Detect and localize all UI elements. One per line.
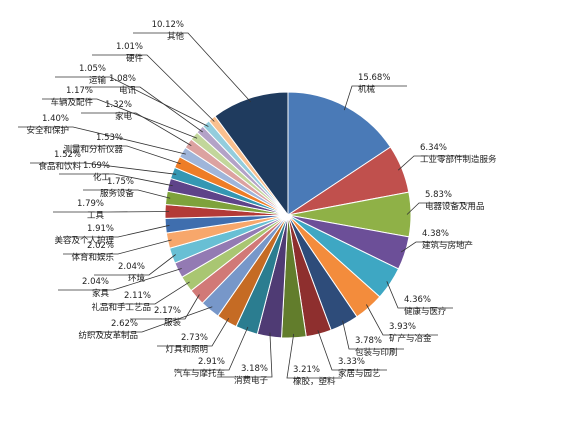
leader-line xyxy=(59,173,173,187)
leader-line xyxy=(386,281,453,309)
slice-category-label: 健康与医疗 xyxy=(404,306,447,317)
slice-percent-label: 1.08% xyxy=(109,74,136,84)
slice-category-label: 家电 xyxy=(115,111,133,122)
leader-line xyxy=(72,145,181,165)
slice-category-label: 灯具和照明 xyxy=(165,344,208,355)
leader-line xyxy=(18,126,186,155)
leader-line xyxy=(157,317,230,347)
slice-category-label: 矿产与冶金 xyxy=(389,333,432,344)
leader-line xyxy=(58,268,182,291)
slice-percent-label: 6.34% xyxy=(420,143,447,153)
slice-percent-label: 1.52% xyxy=(54,150,81,160)
slice-percent-label: 3.18% xyxy=(241,364,268,374)
slice-percent-label: 2.73% xyxy=(181,333,208,343)
slice-category-label: 其他 xyxy=(167,31,185,42)
leader-line xyxy=(53,211,170,213)
slice-category-label: 包装与印刷 xyxy=(355,347,398,358)
slice-category-label: 礼品和手工艺品 xyxy=(91,302,151,313)
leader-line xyxy=(81,112,192,146)
leader-line xyxy=(406,202,474,215)
slice-percent-label: 2.04% xyxy=(82,277,109,287)
leader-line xyxy=(92,54,215,122)
slice-percent-label: 3.93% xyxy=(389,322,416,332)
leader-line xyxy=(130,294,200,320)
slice-category-label: 服装 xyxy=(164,317,182,328)
slice-category-label: 电器设备及用品 xyxy=(425,201,485,212)
slice-labels: 15.68%机械 6.34%工业零部件制造服务 5.83%电器设备及用品 4.38%建… xyxy=(26,20,497,387)
slice-category-label: 环境 xyxy=(128,273,146,284)
leader-line xyxy=(100,281,190,305)
slice-percent-label: 3.78% xyxy=(355,336,382,346)
slice-category-label: 家居与园艺 xyxy=(338,368,381,379)
leader-line xyxy=(133,32,252,103)
slice-category-label: 纺织及皮革制品 xyxy=(78,330,138,341)
leader-line xyxy=(85,86,203,133)
slice-percent-label: 1.91% xyxy=(87,224,114,234)
slice-percent-label: 1.40% xyxy=(42,114,69,124)
slice-category-label: 电讯 xyxy=(119,85,137,96)
slice-percent-label: 2.17% xyxy=(154,306,181,316)
leader-line xyxy=(30,162,177,175)
slice-percent-label: 3.21% xyxy=(293,365,320,375)
leader-line xyxy=(63,224,170,238)
slice-category-label: 美容及个人护理 xyxy=(54,235,114,246)
slice-category-label: 运输 xyxy=(89,75,107,86)
slice-category-label: 硬件 xyxy=(126,53,144,64)
leader-lines xyxy=(18,32,474,379)
slice-percent-label: 1.17% xyxy=(66,86,93,96)
slice-category-label: 车辆及配件 xyxy=(50,97,93,108)
slice-category-label: 安全和保护 xyxy=(26,125,69,136)
slice-percent-label: 10.12% xyxy=(152,20,184,30)
leader-line xyxy=(397,155,469,171)
slice-percent-label: 1.75% xyxy=(107,177,134,187)
slice-percent-label: 2.62% xyxy=(111,319,138,329)
leader-line xyxy=(174,326,249,371)
leader-line xyxy=(342,320,404,350)
slice-percent-label: 4.36% xyxy=(404,295,431,305)
slice-category-label: 消费电子 xyxy=(234,375,269,386)
leader-line xyxy=(343,85,407,111)
slice-category-label: 工具 xyxy=(87,211,105,221)
leader-line xyxy=(94,254,176,276)
leader-line xyxy=(83,189,171,199)
slice-percent-label: 1.79% xyxy=(77,199,104,209)
slice-category-label: 化工 xyxy=(93,172,111,183)
slice-category-label: 家具 xyxy=(92,288,110,299)
leader-line xyxy=(55,76,209,127)
leader-line xyxy=(286,333,342,379)
leader-line xyxy=(63,239,172,255)
leader-line xyxy=(217,332,273,378)
slice-category-label: 汽车与摩托车 xyxy=(174,368,225,379)
slice-category-label: 工业零部件制造服务 xyxy=(420,154,497,165)
slice-percent-label: 2.04% xyxy=(118,262,145,272)
leader-line xyxy=(400,241,471,253)
slice-percent-label: 3.33% xyxy=(338,357,365,367)
leader-line xyxy=(42,98,198,139)
slice-percent-label: 1.32% xyxy=(105,100,132,110)
slice-percent-label: 1.01% xyxy=(116,42,143,52)
slice-percent-label: 1.05% xyxy=(79,64,106,74)
slice-category-label: 橡胶，塑料 xyxy=(293,376,336,387)
slice-percent-label: 1.69% xyxy=(83,161,110,171)
slice-percent-label: 1.53% xyxy=(96,133,123,143)
slice-category-label: 服务设备 xyxy=(100,188,135,199)
slice-category-label: 测量和分析仪器 xyxy=(63,144,123,155)
leader-line xyxy=(317,330,387,371)
slice-category-label: 机械 xyxy=(358,84,376,95)
leader-line xyxy=(87,306,213,333)
pie-slice xyxy=(287,91,392,216)
slice-category-label: 建筑与房地产 xyxy=(422,240,473,251)
slice-percent-label: 2.02% xyxy=(87,241,114,251)
slice-category-label: 体育和娱乐 xyxy=(71,252,114,263)
slice-percent-label: 2.11% xyxy=(124,291,151,301)
slice-percent-label: 4.38% xyxy=(422,229,449,239)
slice-percent-label: 2.91% xyxy=(198,357,225,367)
pie-slices xyxy=(164,91,412,339)
pie-slice xyxy=(214,91,289,217)
slice-percent-label: 5.83% xyxy=(425,190,452,200)
leader-line xyxy=(366,304,438,336)
slice-category-label: 食品和饮料 xyxy=(38,161,81,172)
slice-percent-label: 15.68% xyxy=(358,73,390,83)
